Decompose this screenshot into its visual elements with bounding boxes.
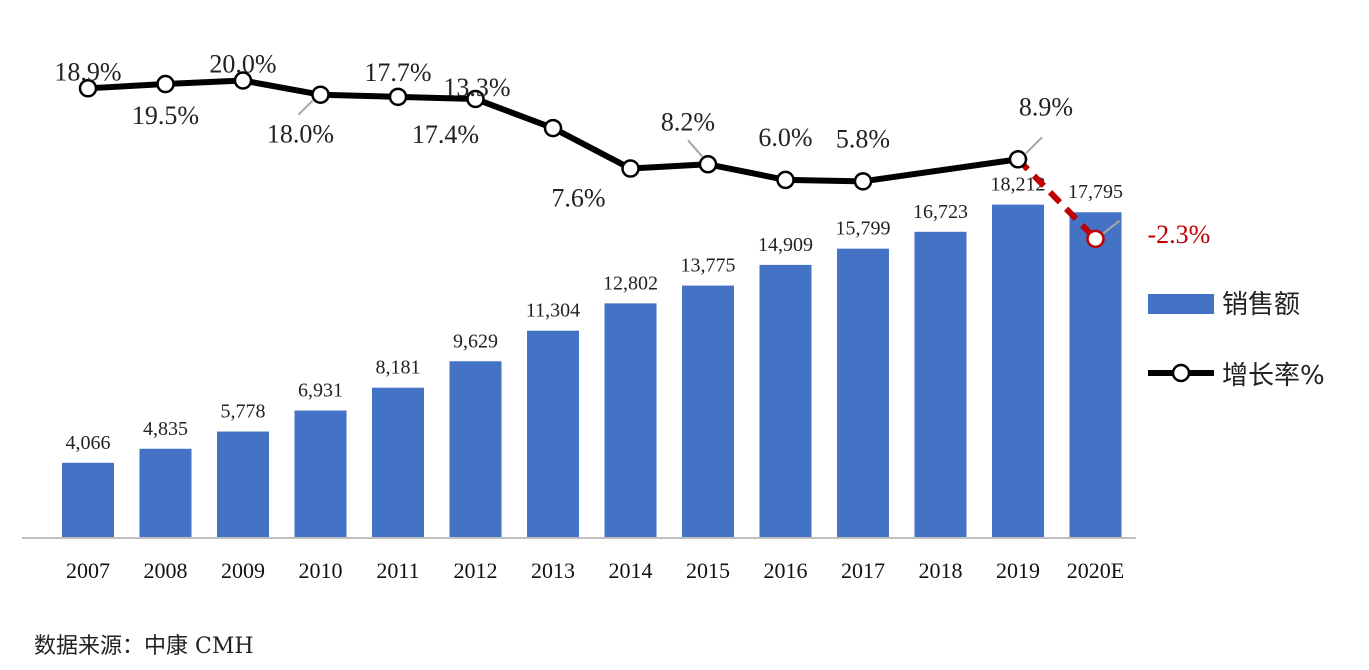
growth-marker [1008, 150, 1028, 169]
bar-value-label: 4,835 [143, 418, 188, 440]
growth-marker [156, 74, 175, 94]
x-tick-label: 2014 [609, 558, 653, 583]
x-tick-label: 2009 [221, 558, 265, 583]
growth-value-label: 17.4% [412, 120, 479, 149]
growth-marker [698, 155, 718, 174]
legend: 销售额 增长率% [1148, 290, 1325, 391]
label-leader-lines [297, 99, 1121, 236]
x-tick-label: 2007 [66, 558, 110, 583]
bar [914, 231, 967, 538]
growth-forecast-line [1015, 157, 1098, 241]
growth-value-label: 19.5% [132, 101, 199, 130]
growth-value-label: 13.3% [443, 73, 510, 102]
bar [682, 285, 734, 537]
x-tick-labels: 2007 2008 2009 2010 2011 2012 2013 2014 2015 2016… [66, 558, 1124, 583]
x-tick-label: 2016 [764, 558, 808, 583]
growth-marker [466, 89, 485, 109]
bar [62, 462, 114, 537]
growth-marker [233, 71, 253, 90]
source-note: 数据来源：中康 CMH [34, 634, 254, 659]
growth-marker [776, 170, 795, 190]
bar [139, 448, 192, 537]
growth-marker [543, 118, 563, 138]
bar-value-label: 17,795 [1068, 181, 1123, 203]
bar-value-label: 8,181 [376, 357, 421, 379]
bar [837, 248, 889, 537]
growth-value-label: 8.9% [1019, 92, 1073, 121]
growth-marker [78, 79, 98, 98]
growth-value-label: 17.7% [364, 58, 431, 87]
bar [449, 361, 502, 537]
growth-marker [621, 159, 640, 178]
bar-value-label: 13,775 [681, 255, 736, 277]
legend-bar-swatch [1148, 294, 1214, 314]
x-tick-label: 2015 [686, 558, 730, 583]
x-tick-label: 2010 [299, 558, 343, 583]
label-leader [297, 99, 314, 116]
x-tick-label: 2011 [376, 558, 419, 583]
x-tick-label: 2008 [144, 558, 188, 583]
label-leader [1025, 136, 1043, 155]
growth-value-label: 7.6% [551, 184, 605, 213]
chart: 4,066 4,835 5,778 6,931 8,181 9,629 11,304 12,8… [22, 50, 1325, 583]
growth-value-label: 6.0% [758, 123, 812, 152]
bar [604, 303, 657, 537]
growth-marker [388, 87, 408, 107]
bar [527, 330, 579, 537]
x-tick-label: 2018 [919, 558, 963, 583]
growth-value-label: 18.0% [267, 120, 334, 149]
growth-marker [311, 85, 330, 104]
growth-forecast-marker [1086, 229, 1105, 249]
growth-rate-series: 18.9% 19.5% 20.0% 18.0% 17.7% 17.4% 13.3% 7.6% 8… [54, 50, 1210, 249]
legend-line-label: 增长率% [1222, 361, 1325, 391]
bar [992, 204, 1044, 538]
label-leader [1100, 220, 1121, 236]
x-tick-label: 2017 [841, 558, 885, 583]
bar-value-label: 16,723 [913, 201, 968, 223]
growth-value-label: 20.0% [209, 50, 276, 79]
bar-value-label: 12,802 [603, 272, 658, 294]
bar-value-label: 9,629 [453, 330, 498, 352]
bar [294, 410, 347, 537]
x-tick-label: 2013 [531, 558, 575, 583]
bar [759, 264, 812, 537]
bar-value-label: 14,909 [758, 234, 813, 256]
bar-value-label: 5,778 [221, 401, 266, 423]
x-tick-label: 2019 [996, 558, 1040, 583]
growth-marker [853, 172, 873, 191]
label-leader [687, 139, 703, 157]
bar-value-label: 4,066 [66, 432, 111, 454]
bar-value-label: 18,212 [991, 174, 1046, 196]
growth-line [87, 77, 1019, 185]
bar [372, 387, 424, 537]
bar-value-label: 15,799 [836, 218, 891, 240]
bar [217, 431, 269, 537]
growth-value-label: 18.9% [54, 57, 121, 86]
legend-bar-label: 销售额 [1222, 290, 1300, 320]
bar-value-label: 6,931 [298, 380, 343, 402]
x-tick-label: 2020E [1067, 558, 1124, 583]
legend-line-marker [1171, 363, 1191, 383]
growth-forecast-label: -2.3% [1148, 220, 1211, 249]
bar [1069, 212, 1122, 537]
bar-value-label: 11,304 [526, 300, 580, 322]
growth-value-label: 5.8% [836, 124, 890, 153]
x-tick-label: 2012 [454, 558, 498, 583]
bar-series: 4,066 4,835 5,778 6,931 8,181 9,629 11,304 12,8… [62, 174, 1123, 538]
growth-value-label: 8.2% [661, 107, 715, 136]
